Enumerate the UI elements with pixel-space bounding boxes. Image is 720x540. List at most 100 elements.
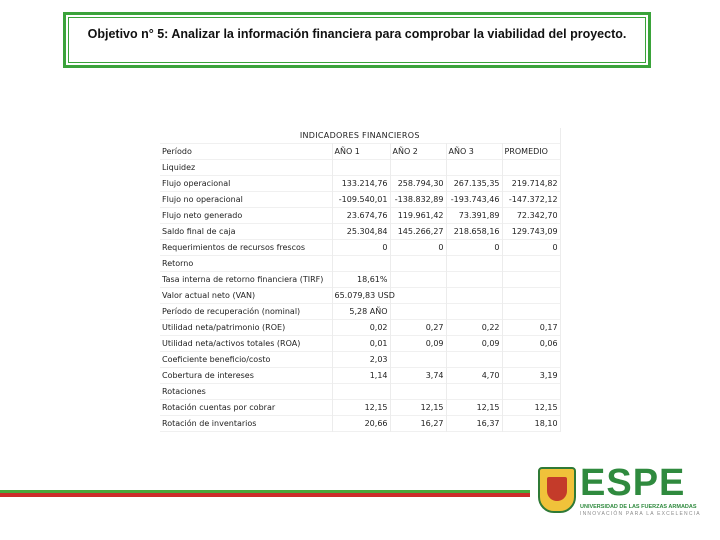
- row-value: [502, 303, 561, 320]
- row-value: [390, 159, 447, 176]
- row-label: Tasa interna de retorno financiera (TIRF…: [160, 271, 333, 288]
- row-value: 129.743,09: [502, 223, 561, 240]
- row-label: Valor actual neto (VAN): [160, 287, 333, 304]
- row-value: [446, 303, 503, 320]
- table-row: Coeficiente beneficio/costo 2,03: [160, 351, 561, 368]
- row-value: [390, 271, 447, 288]
- row-value: [332, 159, 391, 176]
- table-row: Cobertura de intereses 1,14 3,74 4,70 3,19: [160, 367, 561, 384]
- row-value: 72.342,70: [502, 207, 561, 224]
- table-row: Requerimientos de recursos frescos 0 0 0 0: [160, 239, 561, 256]
- row-value: [332, 255, 391, 272]
- row-value: 2,03: [332, 351, 391, 368]
- row-value: 145.266,27: [390, 223, 447, 240]
- row-value: -138.832,89: [390, 191, 447, 208]
- row-value: 0: [446, 239, 503, 256]
- table-row: Retorno: [160, 255, 561, 272]
- table-caption: INDICADORES FINANCIEROS: [160, 128, 561, 144]
- table-row: Flujo operacional 133.214,76 258.794,30 267…: [160, 175, 561, 192]
- table-row: Valor actual neto (VAN) 65.079,83 USD: [160, 287, 561, 304]
- row-label: Rotación de inventarios: [160, 415, 333, 432]
- row-value: 12,15: [332, 399, 391, 416]
- row-value: 267.135,35: [446, 175, 503, 192]
- row-value: 18,61%: [332, 271, 391, 288]
- row-label: Utilidad neta/patrimonio (ROE): [160, 319, 333, 336]
- row-value: 65.079,83 USD: [332, 287, 395, 304]
- row-value: [390, 303, 447, 320]
- row-value: 12,15: [390, 399, 447, 416]
- table-row: Utilidad neta/patrimonio (ROE) 0,02 0,27 0,…: [160, 319, 561, 336]
- row-label: Flujo neto generado: [160, 207, 333, 224]
- row-value: 18,10: [502, 415, 561, 432]
- shield-inner: [547, 477, 567, 501]
- row-value: 0: [390, 239, 447, 256]
- row-value: 4,70: [446, 367, 503, 384]
- header-year-3: AÑO 3: [446, 143, 503, 160]
- row-value: 25.304,84: [332, 223, 391, 240]
- header-year-2: AÑO 2: [390, 143, 447, 160]
- row-value: 219.714,82: [502, 175, 561, 192]
- row-label: Utilidad neta/activos totales (ROA): [160, 335, 333, 352]
- row-value: 0,17: [502, 319, 561, 336]
- slide-title: Objetivo n° 5: Analizar la información f…: [87, 27, 627, 41]
- row-value: 0,22: [446, 319, 503, 336]
- row-value: 0,09: [446, 335, 503, 352]
- table-body: Liquidez Flujo operacional 133.214,76 258.7…: [160, 159, 561, 432]
- row-value: [332, 383, 391, 400]
- logo-tagline: INNOVACIÓN PARA LA EXCELENCIA: [580, 511, 701, 517]
- row-label: Cobertura de intereses: [160, 367, 333, 384]
- shield-icon: [538, 467, 576, 513]
- espe-logo: ESPE UNIVERSIDAD DE LAS FUERZAS ARMADAS …: [534, 463, 714, 519]
- table-caption-row: INDICADORES FINANCIEROS: [160, 128, 561, 144]
- row-value: 0,02: [332, 319, 391, 336]
- header-year-1: AÑO 1: [332, 143, 391, 160]
- row-value: [502, 159, 561, 176]
- row-value: [502, 255, 561, 272]
- row-value: -147.372,12: [502, 191, 561, 208]
- row-label: Retorno: [160, 255, 333, 272]
- row-value: 3,74: [390, 367, 447, 384]
- table-header-row: Período AÑO 1 AÑO 2 AÑO 3 PROMEDIO: [160, 143, 561, 160]
- table-row: Utilidad neta/activos totales (ROA) 0,01 0…: [160, 335, 561, 352]
- row-label: Coeficiente beneficio/costo: [160, 351, 333, 368]
- row-value: 0,27: [390, 319, 447, 336]
- table-row: Período de recuperación (nominal) 5,28 AÑ…: [160, 303, 561, 320]
- row-value: 16,37: [446, 415, 503, 432]
- row-value: 12,15: [502, 399, 561, 416]
- row-value: 73.391,89: [446, 207, 503, 224]
- title-box: Objetivo n° 5: Analizar la información f…: [63, 12, 651, 68]
- header-average: PROMEDIO: [502, 143, 561, 160]
- row-value: 5,28 AÑO: [332, 303, 391, 320]
- row-value: [446, 255, 503, 272]
- row-value: 23.674,76: [332, 207, 391, 224]
- table-row: Tasa interna de retorno financiera (TIRF…: [160, 271, 561, 288]
- table-row: Rotación de inventarios 20,66 16,27 16,37 18…: [160, 415, 561, 432]
- row-value: [502, 351, 561, 368]
- title-inner-border: [68, 17, 646, 63]
- table-row: Saldo final de caja 25.304,84 145.266,27 21…: [160, 223, 561, 240]
- row-value: 0,01: [332, 335, 391, 352]
- table-row: Flujo neto generado 23.674,76 119.961,42 73…: [160, 207, 561, 224]
- row-value: -109.540,01: [332, 191, 391, 208]
- table-row: Rotación cuentas por cobrar 12,15 12,15 12,…: [160, 399, 561, 416]
- footer-green-line: [0, 490, 530, 493]
- row-value: [502, 287, 561, 304]
- row-value: 0,09: [390, 335, 447, 352]
- table-row: Rotaciones: [160, 383, 561, 400]
- row-value: 0: [502, 239, 561, 256]
- row-value: 3,19: [502, 367, 561, 384]
- row-value: [502, 383, 561, 400]
- financial-indicators-table: INDICADORES FINANCIEROS Período AÑO 1 AÑ…: [160, 128, 561, 432]
- table-row: Liquidez: [160, 159, 561, 176]
- row-value: [446, 383, 503, 400]
- row-value: 133.214,76: [332, 175, 391, 192]
- header-period: Período: [160, 143, 333, 160]
- logo-university-name: UNIVERSIDAD DE LAS FUERZAS ARMADAS: [580, 504, 697, 510]
- row-value: 16,27: [390, 415, 447, 432]
- row-label: Liquidez: [160, 159, 333, 176]
- row-value: [502, 271, 561, 288]
- logo-wordmark: ESPE: [580, 462, 686, 504]
- row-value: [390, 287, 447, 304]
- footer-red-line: [0, 493, 530, 497]
- row-value: 12,15: [446, 399, 503, 416]
